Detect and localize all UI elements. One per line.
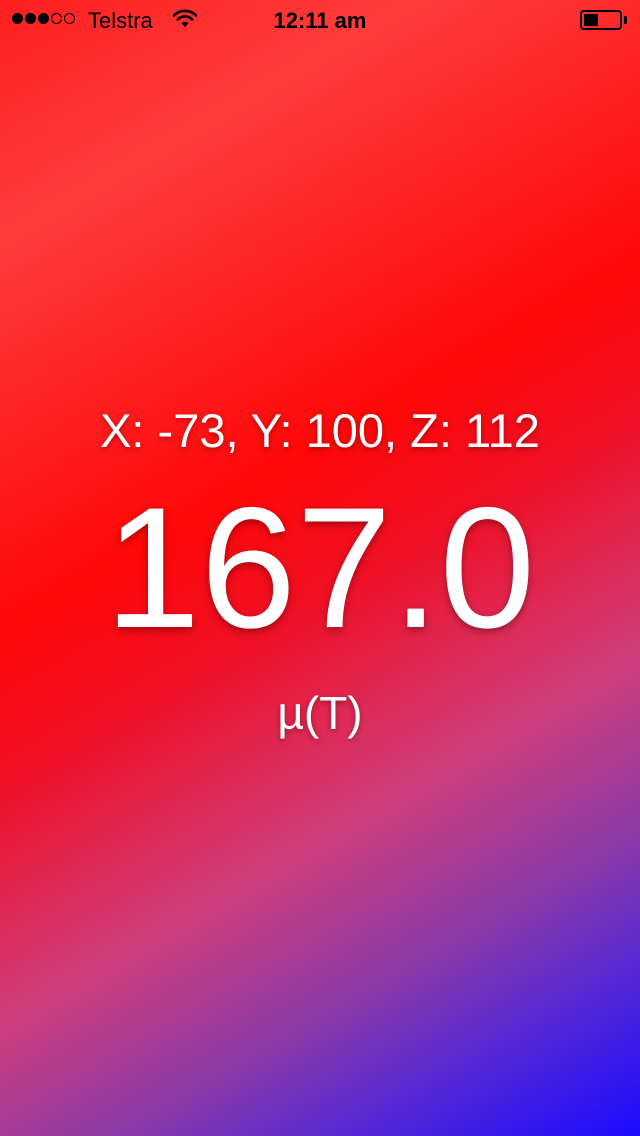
signal-dot: [12, 13, 23, 24]
signal-dot: [64, 13, 75, 24]
battery-tip: [624, 16, 627, 24]
wifi-icon: [172, 9, 198, 27]
battery-icon: [580, 10, 622, 30]
signal-dot: [51, 13, 62, 24]
signal-strength-icon: [12, 13, 75, 24]
status-time: 12:11 am: [273, 8, 367, 33]
signal-dot: [38, 13, 49, 24]
axis-readings: X: -73, Y: 100, Z: 112: [100, 404, 540, 457]
signal-dot: [25, 13, 36, 24]
field-magnitude: 167.0: [104, 472, 536, 664]
unit-label: µ(T): [277, 687, 363, 739]
battery-fill: [584, 14, 598, 26]
carrier-name: Telstra: [88, 8, 153, 33]
status-bar: Telstra 12:11 am: [0, 0, 640, 40]
